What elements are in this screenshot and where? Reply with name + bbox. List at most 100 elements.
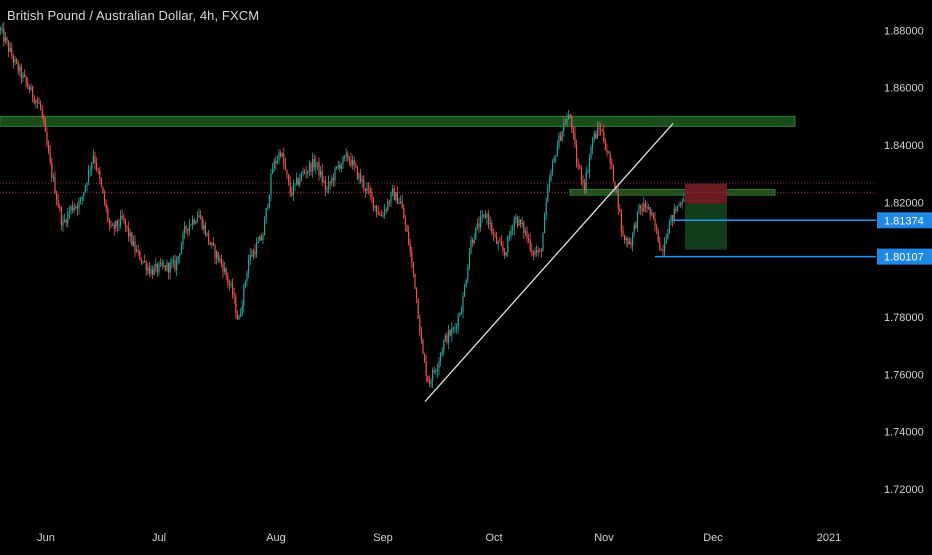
- price-axis[interactable]: 1.880001.860001.840001.820001.800001.780…: [884, 25, 924, 496]
- candle-body: [94, 156, 96, 163]
- candle-body: [9, 48, 11, 52]
- candle-body: [579, 166, 581, 169]
- candle-body: [150, 269, 152, 274]
- candle-body: [552, 162, 554, 172]
- candle-body: [672, 215, 674, 221]
- candle-body: [548, 180, 550, 188]
- candle-body: [264, 219, 266, 236]
- candle-body: [401, 201, 403, 209]
- candle-body: [537, 249, 539, 253]
- candle-body: [496, 236, 498, 244]
- candle-body: [603, 131, 605, 142]
- candle-body: [435, 371, 437, 373]
- candle-body: [24, 74, 26, 77]
- candle-body: [108, 219, 110, 225]
- candle-body: [272, 168, 274, 174]
- candle-body: [393, 188, 395, 201]
- candle-body: [273, 161, 275, 169]
- candle-body: [281, 153, 283, 157]
- candle-body: [326, 188, 328, 190]
- candle-body: [513, 218, 515, 230]
- candle-body: [364, 188, 366, 192]
- candle-body: [83, 192, 85, 197]
- candle-body: [115, 220, 117, 229]
- candle-body: [225, 268, 227, 276]
- candle-body: [358, 173, 360, 179]
- candle-body: [276, 159, 278, 164]
- candle-body: [627, 238, 629, 245]
- candle-body: [641, 208, 643, 212]
- candle-body: [332, 178, 334, 181]
- candle-body: [504, 251, 506, 256]
- candle-body: [121, 215, 123, 218]
- candle-body: [494, 234, 496, 237]
- candle-body: [340, 164, 342, 169]
- candle-body: [46, 131, 48, 145]
- x-tick-label: Jun: [37, 532, 55, 544]
- candle-body: [456, 327, 458, 329]
- candle-body: [648, 207, 650, 209]
- candle-body: [337, 165, 339, 167]
- candle-body: [44, 121, 46, 132]
- candle-body: [209, 242, 211, 246]
- candle-body: [275, 161, 277, 164]
- candle-body: [384, 209, 386, 216]
- candle-body: [536, 251, 538, 253]
- candle-body: [305, 172, 307, 174]
- candle-body: [280, 152, 282, 157]
- candle-body: [596, 128, 598, 139]
- candle-body: [192, 219, 194, 225]
- candle-body: [553, 157, 555, 163]
- candle-body: [585, 172, 587, 191]
- candle-body: [147, 267, 149, 271]
- candle-body: [104, 193, 106, 204]
- candle-body: [656, 226, 658, 229]
- candle-body: [134, 241, 136, 252]
- y-tick-label: 1.84000: [884, 140, 924, 152]
- time-axis[interactable]: Jun Jul Aug Sep Oct Nov Dec 2021: [37, 532, 841, 544]
- candle-body: [190, 224, 192, 226]
- candle-body: [433, 370, 435, 373]
- candle-body: [316, 162, 318, 163]
- candle-body: [315, 162, 317, 168]
- candle-body: [8, 41, 10, 52]
- candle-body: [304, 171, 306, 173]
- candle-body: [123, 217, 125, 220]
- candle-body: [473, 239, 475, 244]
- candle-body: [342, 156, 344, 165]
- y-tick-label: 1.82000: [884, 197, 924, 209]
- candle-body: [563, 123, 565, 132]
- candle-body: [334, 168, 336, 181]
- candle-body: [556, 146, 558, 157]
- candle-body: [430, 381, 432, 384]
- position-reward-box: [685, 203, 727, 250]
- candle-body: [600, 129, 602, 131]
- candle-body: [112, 224, 114, 226]
- candle-body: [84, 185, 86, 193]
- candle-body: [625, 238, 627, 241]
- candle-body: [371, 193, 373, 197]
- candle-body: [148, 267, 150, 274]
- candle-body: [542, 233, 544, 252]
- candle-body: [267, 206, 269, 209]
- candle-body: [569, 114, 571, 117]
- price-tag-2: [877, 248, 932, 265]
- x-tick-label: Aug: [266, 532, 286, 544]
- candle-body: [568, 114, 570, 120]
- candle-body: [388, 201, 390, 203]
- candle-body: [40, 103, 42, 108]
- candle-body: [574, 132, 576, 145]
- candle-body: [635, 224, 637, 228]
- y-tick-label: 1.78000: [884, 312, 924, 324]
- candle-body: [630, 241, 632, 245]
- candle-body: [158, 263, 160, 273]
- candle-body: [120, 215, 122, 226]
- candle-body: [444, 334, 446, 341]
- candle-body: [70, 205, 72, 211]
- candle-body: [12, 56, 14, 63]
- candle-body: [216, 252, 218, 258]
- candle-body: [502, 245, 504, 252]
- candle-body: [512, 229, 514, 231]
